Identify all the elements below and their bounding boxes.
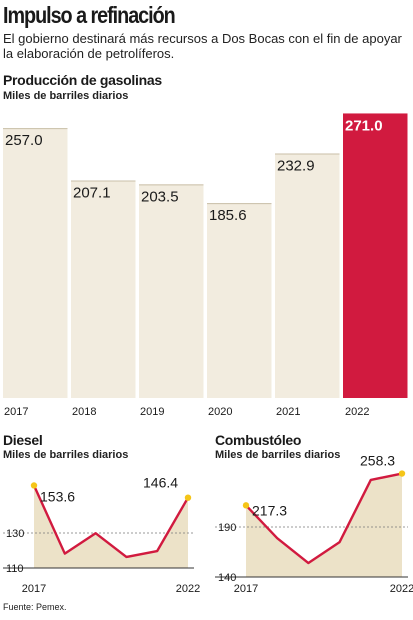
y-tick-label: 130 xyxy=(6,528,24,540)
bar-2019 xyxy=(139,184,204,398)
subhead: El gobierno destinará más recursos a Dos… xyxy=(3,31,402,61)
bar-value-label: 271.0 xyxy=(345,117,383,134)
y-tick-label: 110 xyxy=(6,563,24,575)
source-note: Fuente: Pemex. xyxy=(3,602,67,612)
line-area-fill xyxy=(34,485,188,568)
bar-value-label: 257.0 xyxy=(5,132,43,149)
bar-2022 xyxy=(343,113,408,398)
diesel-chart-title: Diesel xyxy=(3,432,43,448)
bar-x-tick-label: 2021 xyxy=(276,406,300,418)
bar-x-tick-label: 2019 xyxy=(140,406,164,418)
combustoleo-chart-subtitle: Miles de barriles diarios xyxy=(215,449,341,461)
start-value-label: 153.6 xyxy=(40,488,75,504)
bar-chart-title: Producción de gasolinas xyxy=(3,72,162,88)
x-tick-label: 2022 xyxy=(390,583,413,595)
line-area-fill xyxy=(246,473,402,577)
bar-x-tick-label: 2018 xyxy=(72,406,96,418)
bar-value-label: 232.9 xyxy=(277,157,315,174)
endpoint-marker xyxy=(242,502,250,509)
bar-x-tick-label: 2020 xyxy=(208,406,232,418)
start-value-label: 217.3 xyxy=(252,502,287,518)
endpoint-marker xyxy=(30,482,38,489)
diesel-chart-subtitle: Miles de barriles diarios xyxy=(3,449,129,461)
end-value-label: 258.3 xyxy=(360,453,395,469)
series-line xyxy=(245,472,403,565)
x-tick-label: 2022 xyxy=(176,583,200,595)
x-tick-label: 2017 xyxy=(234,583,258,595)
headline: Impulso a refinación xyxy=(3,2,176,28)
series-line xyxy=(32,484,190,559)
bar-chart-subtitle: Miles de barriles diarios xyxy=(3,90,129,102)
bar-2021 xyxy=(275,153,340,398)
endpoint-marker xyxy=(184,494,192,501)
bar-2018 xyxy=(71,180,136,398)
bar-2017 xyxy=(3,128,68,398)
x-tick-label: 2017 xyxy=(22,583,46,595)
combustoleo-chart-title: Combustóleo xyxy=(215,432,302,448)
bar-value-label: 185.6 xyxy=(209,207,247,224)
bar-x-tick-label: 2022 xyxy=(345,406,369,418)
bar-2020 xyxy=(207,203,272,398)
endpoint-marker xyxy=(398,470,406,477)
y-tick-label: 140 xyxy=(218,572,236,584)
bar-value-label: 207.1 xyxy=(73,185,111,202)
y-tick-label: 190 xyxy=(218,522,236,534)
end-value-label: 146.4 xyxy=(143,475,178,491)
bar-x-tick-label: 2017 xyxy=(4,406,28,418)
bar-value-label: 203.5 xyxy=(141,188,179,205)
